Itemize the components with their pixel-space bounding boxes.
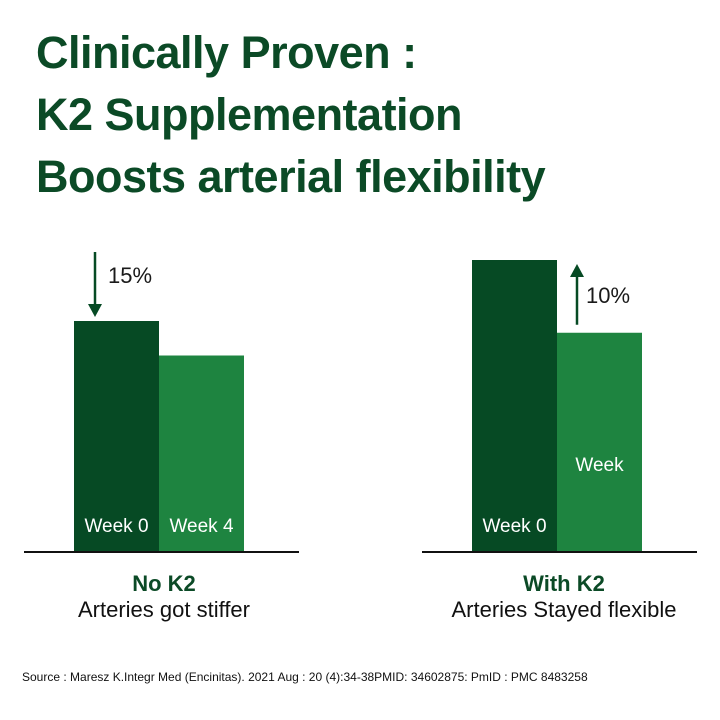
headline: Clinically Proven : K2 Supplementation B… bbox=[36, 22, 706, 208]
change-label-with-k2: 10% bbox=[586, 283, 630, 308]
headline-line-3: Boosts arterial flexibility bbox=[36, 151, 546, 202]
caption-with-k2: With K2 Arteries Stayed flexible bbox=[422, 571, 706, 623]
bar-label-no-k2-2: Week 4 bbox=[169, 516, 234, 537]
bar-with-k2-2 bbox=[557, 332, 642, 551]
caption-with-k2-subtitle: Arteries Stayed flexible bbox=[451, 597, 677, 622]
chart-with-k2: Week 0 Week 10% bbox=[422, 260, 697, 553]
caption-with-k2-title: With K2 bbox=[523, 571, 605, 596]
bar-label-with-k2-2: Week bbox=[575, 455, 624, 476]
bar-no-k2-1 bbox=[74, 321, 159, 551]
arrow-up-icon-with-k2 bbox=[570, 264, 584, 277]
arrow-down-icon-no-k2 bbox=[88, 304, 102, 317]
headline-line-1: Clinically Proven : bbox=[36, 27, 417, 78]
source-citation: Source : Maresz K.Integr Med (Encinitas)… bbox=[22, 670, 588, 684]
bar-label-with-k2-1: Week 0 bbox=[482, 516, 546, 537]
caption-no-k2-subtitle: Arteries got stiffer bbox=[78, 597, 250, 622]
bar-label-no-k2-1: Week 0 bbox=[84, 516, 148, 537]
change-label-no-k2: 15% bbox=[108, 263, 152, 288]
chart-no-k2: Week 0 Week 4 15% bbox=[24, 252, 299, 553]
bar-no-k2-2 bbox=[159, 355, 244, 551]
headline-line-2: K2 Supplementation bbox=[36, 89, 463, 140]
caption-no-k2-title: No K2 bbox=[132, 571, 196, 596]
caption-no-k2: No K2 Arteries got stiffer bbox=[24, 571, 304, 623]
bar-with-k2-1 bbox=[472, 260, 557, 551]
